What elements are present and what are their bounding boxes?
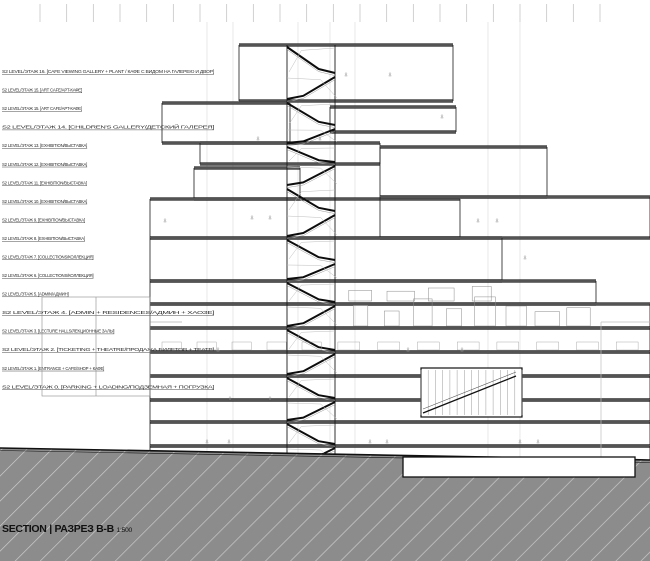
svg-text:S2 LEVEL/ЭТАЖ 1. [ENTRANCE + C: S2 LEVEL/ЭТАЖ 1. [ENTRANCE + CAFE/SHOP +… bbox=[2, 366, 104, 371]
svg-text:S2 LEVEL/ЭТАЖ 10. [EXHIBITION/: S2 LEVEL/ЭТАЖ 10. [EXHIBITION/ВЫСТАВКА] bbox=[2, 199, 87, 204]
svg-text:S2 LEVEL/ЭТАЖ 3. [LECTURE HALL: S2 LEVEL/ЭТАЖ 3. [LECTURE HALLS/ЛЕКЦИОНН… bbox=[2, 329, 114, 334]
svg-text:S2 LEVEL/ЭТАЖ 14. [CHILDREN'S: S2 LEVEL/ЭТАЖ 14. [CHILDREN'S GALLERY/ДЕ… bbox=[2, 125, 214, 130]
svg-text:S2 LEVEL/ЭТАЖ 0. [PARKING + LO: S2 LEVEL/ЭТАЖ 0. [PARKING + LOADING/ПОДЗ… bbox=[2, 384, 214, 389]
svg-text:S2 LEVEL/ЭТАЖ 11. [EXHIBITION/: S2 LEVEL/ЭТАЖ 11. [EXHIBITION/ВЫСТАВКА] bbox=[2, 180, 87, 185]
svg-text:S2 LEVEL/ЭТАЖ 13. [EXHIBITION/: S2 LEVEL/ЭТАЖ 13. [EXHIBITION/ВЫСТАВКА] bbox=[2, 143, 87, 148]
svg-text:S2 LEVEL/ЭТАЖ 15. [ART CAFE/AP: S2 LEVEL/ЭТАЖ 15. [ART CAFE/APT-КАФЕ] bbox=[2, 106, 82, 111]
svg-text:S2 LEVEL/ЭТАЖ 7. [COLLECTIONS/: S2 LEVEL/ЭТАЖ 7. [COLLECTIONS/КОЛЛЕКЦИЯ] bbox=[2, 255, 93, 260]
svg-text:S2 LEVEL/ЭТАЖ 4. [ADMIN + RESI: S2 LEVEL/ЭТАЖ 4. [ADMIN + RESIDENCES/АДМ… bbox=[2, 310, 214, 315]
svg-text:S2 LEVEL/ЭТАЖ 5. [ADMIN/АДМИН]: S2 LEVEL/ЭТАЖ 5. [ADMIN/АДМИН] bbox=[2, 292, 69, 297]
svg-text:SECTION | РАЗРЕЗ B-B 1:500: SECTION | РАЗРЕЗ B-B 1:500 bbox=[2, 523, 132, 535]
svg-text:S2 LEVEL/ЭТАЖ 8. [EXHIBITION/В: S2 LEVEL/ЭТАЖ 8. [EXHIBITION/ВЫСТАВКА] bbox=[2, 236, 85, 241]
svg-text:S2 LEVEL/ЭТАЖ 15. [ART CAFE/AP: S2 LEVEL/ЭТАЖ 15. [ART CAFE/APT-КАФЕ] bbox=[2, 88, 82, 93]
svg-text:S2 LEVEL/ЭТАЖ 6. [COLLECTIONS/: S2 LEVEL/ЭТАЖ 6. [COLLECTIONS/КОЛЛЕКЦИЯ] bbox=[2, 273, 93, 278]
svg-text:S2 LEVEL/ЭТАЖ 12. [EXHIBITION/: S2 LEVEL/ЭТАЖ 12. [EXHIBITION/ВЫСТАВКА] bbox=[2, 162, 87, 167]
svg-text:S2 LEVEL/ЭТАЖ 16. [CAFE VIEWIN: S2 LEVEL/ЭТАЖ 16. [CAFE VIEWING GALLERY … bbox=[2, 69, 214, 74]
svg-text:S2 LEVEL/ЭТАЖ 9. [EXHIBITION/В: S2 LEVEL/ЭТАЖ 9. [EXHIBITION/ВЫСТАВКА] bbox=[2, 217, 85, 222]
